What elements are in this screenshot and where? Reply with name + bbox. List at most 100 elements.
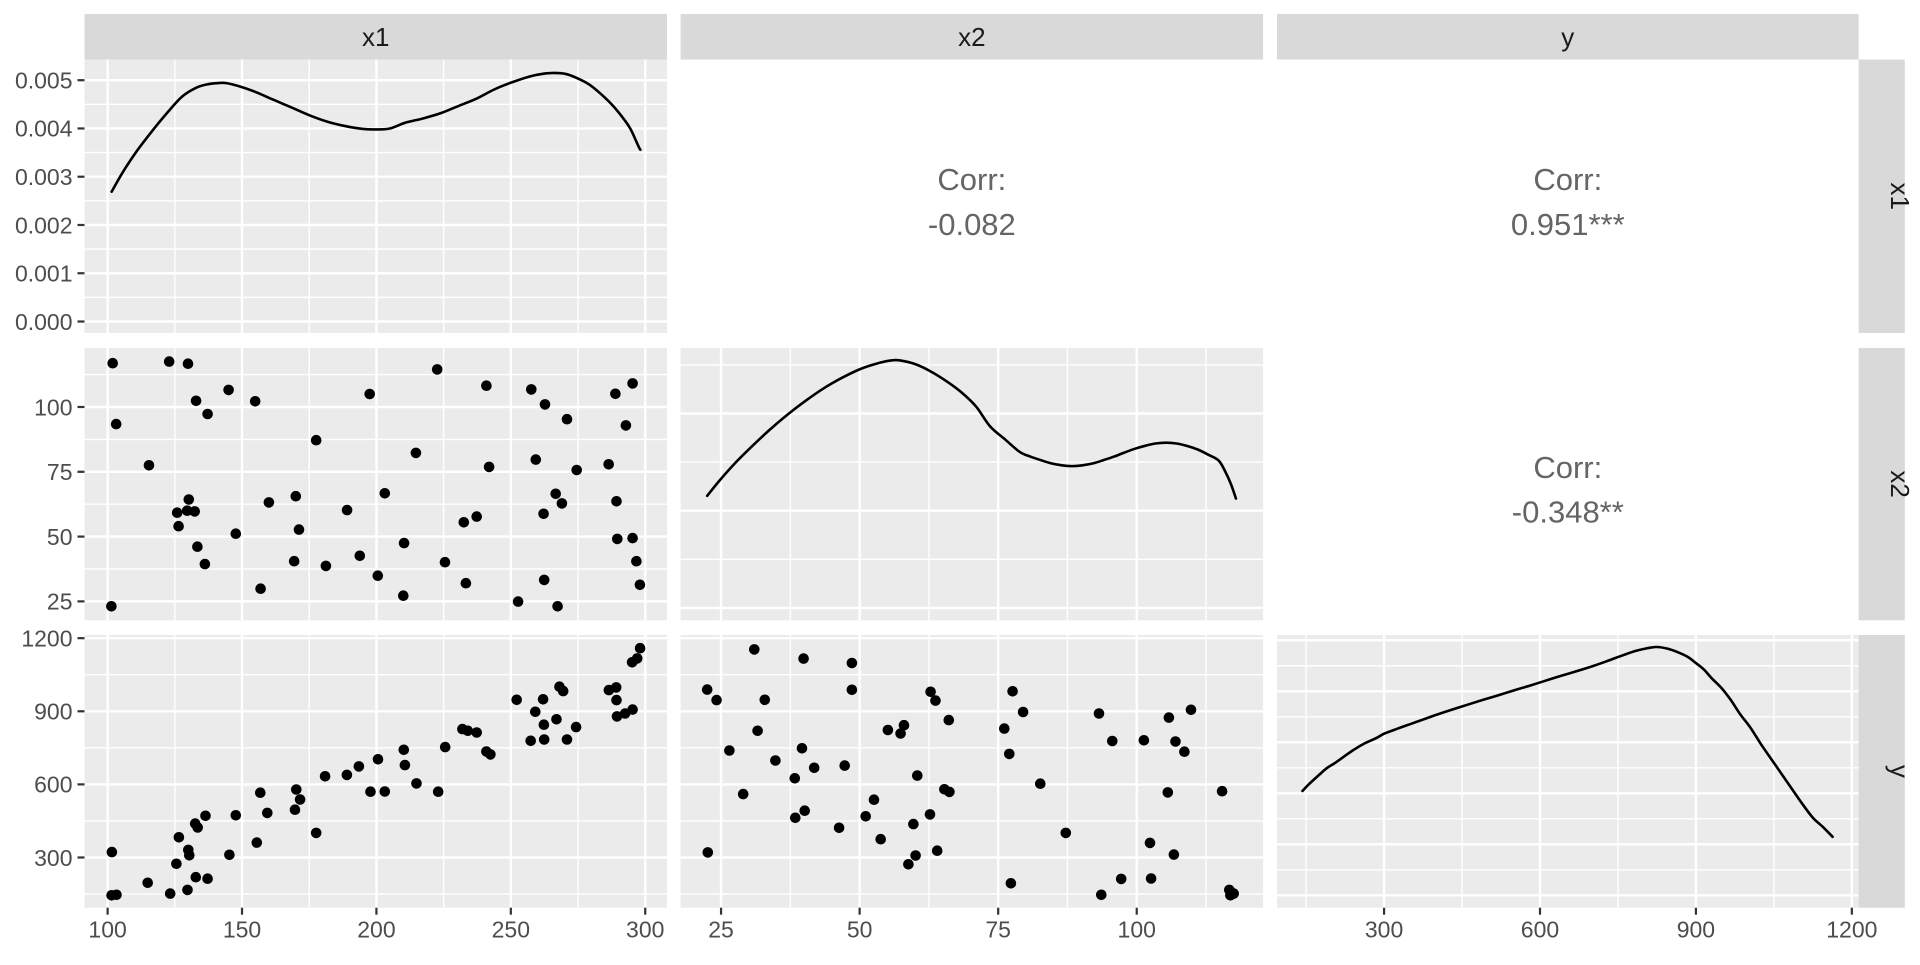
scatter-point [202,408,213,420]
scatter-point [1005,878,1017,889]
scatter-point [1145,873,1157,884]
strip-background [1858,347,1905,621]
scatter-point [1007,686,1018,697]
scatter-point [538,508,549,520]
y-axis-label: 900 [34,699,72,725]
y-axis-label: 0.001 [15,261,73,287]
scatter-point [737,788,749,800]
scatter-point [789,773,801,784]
strip-label: y [1885,765,1915,778]
strip-background [1858,635,1905,908]
scatter-point [724,745,735,756]
y-axis-label: 75 [47,459,73,485]
scatter-point [839,760,850,771]
right-strip-y: y [1858,635,1915,908]
scatter-point [627,532,638,544]
x-axis-label: 200 [357,917,395,943]
top-strip-y: y [1277,14,1859,60]
scatter-point [230,528,242,539]
strip-label: x2 [1885,470,1915,497]
scatter-point [372,570,384,581]
x-axis-label: 100 [1118,917,1156,943]
scatter-point [398,744,410,756]
scatter-point [634,579,646,591]
scatter-point [846,657,858,669]
scatter-point [410,447,422,459]
scatter-point [860,811,871,822]
scatter-point [483,461,495,473]
scatter-point [930,695,941,706]
corr-value: 0.951*** [1511,207,1625,242]
scatter-point [106,846,118,858]
scatter-point [943,714,955,726]
scatter-point [799,805,810,816]
scatter-point [570,721,582,733]
corr-value: -0.348** [1512,495,1624,530]
y-axis-label: 0.003 [15,164,73,190]
scatter-point [110,418,122,430]
panel-density-r1c1 [680,347,1264,621]
scatter-point [439,741,451,753]
scatter-point [230,810,242,821]
scatter-point [556,498,568,509]
scatter-point [561,734,573,745]
scatter-point [631,555,642,567]
scatter-point [749,644,760,655]
scatter-point [910,850,921,861]
scatter-point [796,743,808,754]
scatter-point [192,822,203,833]
scatter-point [288,555,300,567]
scatter-point [190,395,202,407]
scatter-point [111,889,122,901]
panel-scatter-r1c0 [84,347,667,621]
panel-corr-r0c1: Corr: -0.082 [680,59,1264,333]
scatter-point [539,399,551,410]
scatter-point [262,807,273,819]
scatter-point [171,858,182,870]
panel-corr-r0c2: Corr: 0.951*** [1277,59,1859,333]
scatter-point [460,577,472,589]
scatter-point [530,454,542,465]
corr-value: -0.082 [928,207,1016,242]
y-axis-label: 50 [47,524,73,550]
scatter-point [223,384,234,396]
top-strip-x2: x2 [680,14,1264,60]
scatter-point [398,537,410,549]
scatter-point [290,490,302,502]
scatter-point [619,708,631,719]
strip-background [680,14,1264,60]
bottom-axis-col1: 25 50 75 100 [708,907,1156,943]
scatter-point [164,888,176,899]
scatter-point [173,832,185,843]
scatter-point [320,560,332,572]
scatter-point [1170,736,1181,747]
y-axis-label: 100 [34,394,72,420]
scatter-point [365,786,376,797]
scatter-point [379,488,391,499]
y-axis-label: 300 [34,845,72,871]
right-strip-x2: x2 [1858,347,1915,621]
x-axis-label: 300 [1365,917,1403,943]
panel-scatter-r2c0 [84,635,667,908]
corr-panel-background [1277,59,1859,333]
scatter-point [925,686,936,698]
panel-density-r2c2 [1277,635,1859,908]
scatter-point [1179,746,1190,757]
scatter-point [1017,706,1029,718]
scatter-point [462,725,474,737]
scatter-point [552,601,563,612]
scatter-point [294,794,306,805]
scatter-point [439,556,451,568]
scatter-point [251,837,263,848]
scatter-point [999,723,1010,734]
scatter-point [310,434,322,446]
x-axis-label: 600 [1521,917,1559,943]
scatter-point [833,822,845,834]
scatter-point [1216,785,1228,797]
scatter-point [379,786,391,797]
right-strip-x1: x1 [1858,59,1915,333]
scatter-point [458,517,470,528]
scatter-point [1138,735,1150,746]
